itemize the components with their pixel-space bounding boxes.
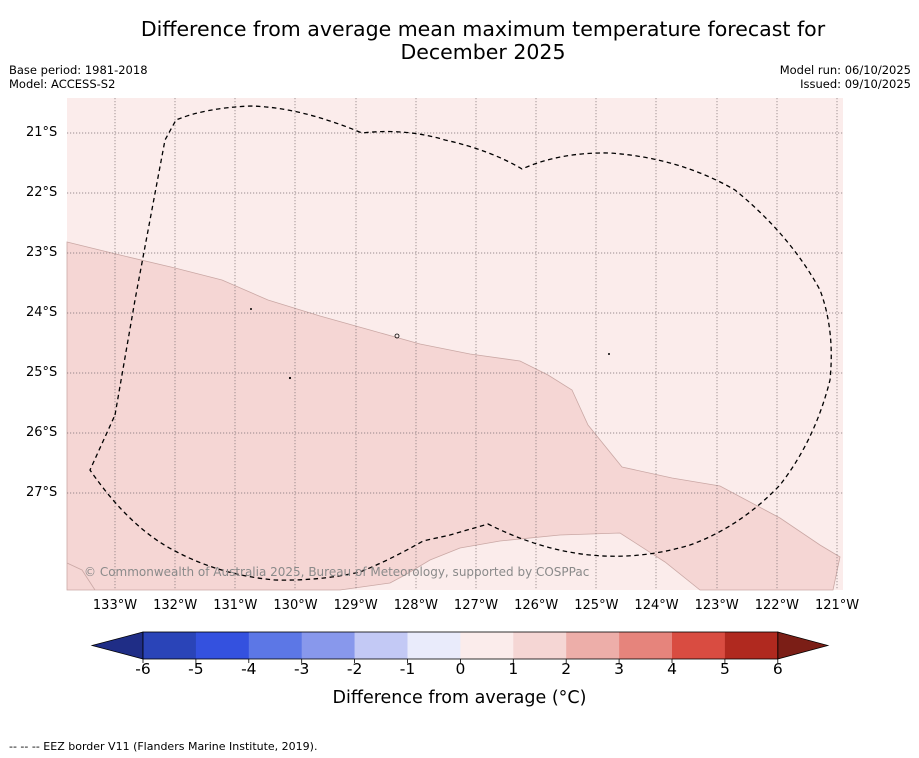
colorbar-tick-label: 6 bbox=[772, 660, 783, 678]
colorbar-segment bbox=[672, 632, 726, 659]
model-name: Model: ACCESS-S2 bbox=[9, 77, 116, 91]
base-period: Base period: 1981-2018 bbox=[9, 63, 148, 77]
colorbar-segment bbox=[301, 632, 355, 659]
lat-label: 25°S bbox=[26, 365, 58, 380]
lat-label: 27°S bbox=[26, 485, 58, 500]
colorbar-tick-label: -5 bbox=[188, 660, 204, 678]
colorbar-tick-label: 3 bbox=[614, 660, 625, 678]
map-title: Difference from average mean maximum tem… bbox=[0, 18, 919, 64]
lon-label: 123°W bbox=[694, 598, 739, 613]
island bbox=[394, 333, 400, 339]
colorbar-segment bbox=[513, 632, 567, 659]
lon-label: 126°W bbox=[514, 598, 559, 613]
colorbar-tick-label: -4 bbox=[241, 660, 257, 678]
colorbar-segment bbox=[354, 632, 408, 659]
lat-label: 24°S bbox=[26, 305, 58, 320]
title-line-2: December 2025 bbox=[400, 40, 566, 64]
lon-label: 128°W bbox=[393, 598, 438, 613]
colorbar-tick-label: -3 bbox=[293, 660, 310, 678]
eez-footnote: -- -- -- EEZ border V11 (Flanders Marine… bbox=[9, 740, 318, 753]
colorbar-segment bbox=[724, 632, 779, 659]
lon-label: 129°W bbox=[333, 598, 378, 613]
island bbox=[608, 352, 611, 355]
colorbar-tick-label: -2 bbox=[346, 660, 363, 678]
colorbar-segment bbox=[566, 632, 620, 659]
colorbar-extend-high bbox=[777, 631, 830, 660]
islands bbox=[249, 307, 611, 380]
copyright-notice: © Commonwealth of Australia 2025, Bureau… bbox=[84, 565, 590, 579]
island bbox=[288, 376, 292, 380]
eez-border bbox=[89, 105, 832, 581]
colorbar-segment bbox=[248, 632, 302, 659]
issued-date: Issued: 09/10/2025 bbox=[800, 77, 911, 91]
colorbar-tick-label: 0 bbox=[455, 660, 466, 678]
colorbar-title: Difference from average (°C) bbox=[332, 688, 587, 708]
colorbar-tick-label: 5 bbox=[719, 660, 730, 678]
lat-label: 21°S bbox=[26, 125, 58, 140]
lon-label: 121°W bbox=[814, 598, 860, 613]
colorbar-tick-label: -6 bbox=[135, 660, 151, 678]
lat-label: 26°S bbox=[26, 425, 58, 440]
colorbar-segment bbox=[619, 632, 673, 659]
colorbar-segment bbox=[143, 632, 197, 659]
colorbar-segment bbox=[407, 632, 461, 659]
lon-label: 133°W bbox=[92, 598, 138, 613]
colorbar-tick-label: 2 bbox=[561, 660, 572, 678]
lon-label: 131°W bbox=[213, 598, 258, 613]
colorbar-tick-label: 1 bbox=[508, 660, 519, 678]
meta-right: Model run: 06/10/2025 Issued: 09/10/2025 bbox=[780, 63, 911, 91]
lat-label: 23°S bbox=[26, 245, 58, 260]
lon-label: 122°W bbox=[754, 598, 799, 613]
colorbar-segment bbox=[195, 632, 250, 659]
lon-label: 130°W bbox=[273, 598, 318, 613]
colorbar-tick-label: -1 bbox=[399, 660, 416, 678]
meta-left: Base period: 1981-2018 Model: ACCESS-S2 bbox=[9, 63, 148, 91]
lon-label: 132°W bbox=[153, 598, 198, 613]
lon-label: 124°W bbox=[634, 598, 679, 613]
gridlines bbox=[67, 98, 843, 590]
lat-label: 22°S bbox=[26, 185, 58, 200]
anomaly-region-1-2 bbox=[66, 241, 841, 591]
model-run: Model run: 06/10/2025 bbox=[779, 63, 911, 77]
colorbar-tick-label: 4 bbox=[667, 660, 677, 678]
title-line-1: Difference from average mean maximum tem… bbox=[140, 17, 826, 41]
colorbar-segment bbox=[460, 632, 514, 659]
colorbar-extend-low bbox=[90, 631, 144, 660]
island bbox=[249, 307, 252, 310]
colorbar bbox=[90, 631, 830, 663]
lon-label: 127°W bbox=[453, 598, 499, 613]
lon-label: 125°W bbox=[574, 598, 619, 613]
